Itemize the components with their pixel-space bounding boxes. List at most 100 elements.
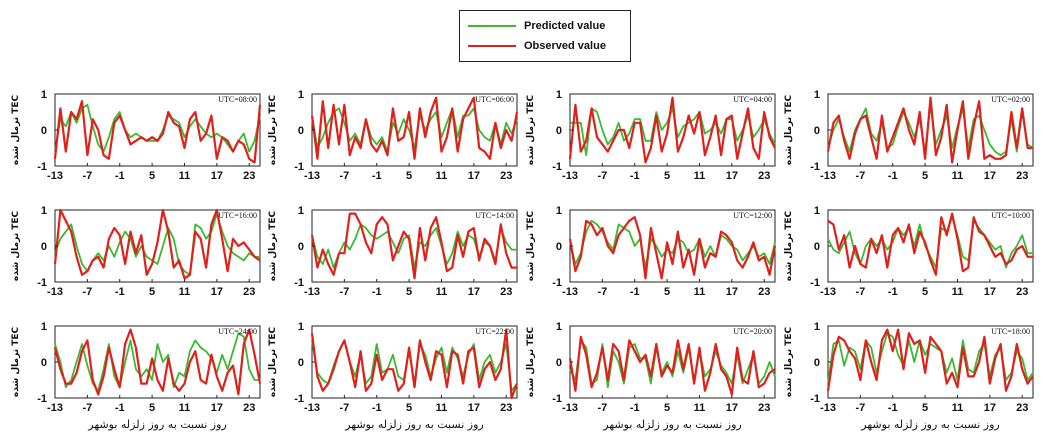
y-tick-label: 1 [556, 89, 562, 101]
series-line-observed [568, 216, 777, 280]
x-tick-label: 23 [243, 170, 255, 182]
x-tick-label: 11 [952, 286, 964, 298]
series-line-observed [826, 96, 1033, 164]
subplot: -13 -7 -1 5 11 17 23 -1 0 1 UTC=10:00 نرمال شده TEC [784, 205, 1034, 298]
y-tick-label: 0 [556, 125, 562, 137]
x-tick-label: 23 [1016, 286, 1028, 298]
x-tick-label: -1 [630, 402, 640, 414]
x-tick-label: -13 [304, 402, 320, 414]
x-tick-label: 5 [149, 170, 155, 182]
legend: Predicted value Observed value [459, 10, 631, 62]
x-tick-label: -1 [888, 170, 898, 182]
x-tick-label: 5 [922, 402, 928, 414]
x-axis-label: روز نسبت به روز زلزله بوشهر [602, 418, 741, 431]
subplot-title: UTC=14:00 [475, 211, 514, 220]
x-tick-label: 17 [984, 402, 996, 414]
x-tick-label: 23 [500, 170, 512, 182]
y-tick-label: 1 [556, 321, 562, 333]
x-tick-label: 17 [211, 170, 223, 182]
x-tick-label: -13 [562, 286, 578, 298]
y-tick-label: 1 [298, 205, 304, 217]
x-tick-label: 11 [179, 170, 191, 182]
y-tick-label: 1 [41, 205, 47, 217]
subplot-title: UTC=10:00 [991, 211, 1030, 220]
x-tick-label: 11 [952, 402, 964, 414]
legend-label-observed: Observed value [524, 40, 606, 52]
x-tick-label: -7 [82, 170, 92, 182]
y-axis-label: نرمال شده TEC [268, 94, 278, 165]
x-tick-label: -7 [339, 170, 349, 182]
series-line-observed [568, 96, 776, 164]
y-tick-label: 0 [298, 357, 304, 369]
legend-swatch-observed [468, 45, 516, 47]
y-axis-label: نرمال شده TEC [526, 210, 536, 281]
series-line-observed [826, 328, 1034, 392]
y-tick-label: 0 [556, 357, 562, 369]
subplot: -13 -7 -1 5 11 17 23 -1 0 1 UTC=22:00 نرمال شده TEC… [268, 321, 519, 431]
x-tick-label: -1 [888, 402, 898, 414]
y-tick-label: 0 [41, 241, 47, 253]
subplot-title: UTC=04:00 [733, 95, 772, 104]
y-tick-label: -1 [294, 161, 304, 173]
x-tick-label: -7 [855, 402, 865, 414]
x-tick-label: 5 [406, 402, 412, 414]
y-tick-label: 0 [814, 357, 820, 369]
x-tick-label: -1 [630, 286, 640, 298]
x-tick-label: 5 [406, 286, 412, 298]
y-tick-label: 0 [298, 241, 304, 253]
subplot: -13 -7 -1 5 11 17 23 -1 0 1 UTC=06:00 نرمال شده TEC [268, 89, 519, 182]
y-tick-label: 0 [814, 241, 820, 253]
y-tick-label: 0 [814, 125, 820, 137]
plot-frame [54, 93, 261, 167]
x-tick-label: 23 [758, 286, 770, 298]
y-tick-label: 0 [556, 241, 562, 253]
y-axis-label: نرمال شده TEC [268, 326, 278, 397]
x-tick-label: -1 [115, 170, 125, 182]
subplot-title: UTC=12:00 [733, 211, 772, 220]
y-axis-label: نرمال شده TEC [526, 94, 536, 165]
series-line-observed [53, 100, 262, 164]
x-tick-label: -1 [630, 170, 640, 182]
subplot-title: UTC=16:00 [218, 211, 257, 220]
x-tick-label: -7 [82, 286, 92, 298]
x-tick-label: -13 [820, 402, 836, 414]
y-tick-label: 1 [298, 321, 304, 333]
y-tick-label: -1 [37, 161, 47, 173]
y-axis-label: نرمال شده TEC [784, 210, 794, 281]
subplot-title: UTC=24:00 [218, 327, 257, 336]
x-tick-label: 17 [211, 402, 223, 414]
series-line-observed [568, 335, 776, 396]
subplot: -13 -7 -1 5 11 17 23 -1 0 1 UTC=16:00 نرمال شده TEC [11, 205, 261, 298]
y-tick-label: -1 [552, 161, 562, 173]
y-axis-label: نرمال شده TEC [268, 210, 278, 281]
x-tick-label: 23 [758, 402, 770, 414]
subplot-title: UTC=18:00 [991, 327, 1030, 336]
y-axis-label: نرمال شده TEC [11, 210, 21, 281]
subplot-title: UTC=08:00 [218, 95, 257, 104]
x-tick-label: 5 [406, 170, 412, 182]
y-axis-label: نرمال شده TEC [784, 326, 794, 397]
y-axis-label: نرمال شده TEC [11, 326, 21, 397]
x-tick-label: 17 [984, 286, 996, 298]
x-tick-label: -13 [47, 286, 63, 298]
x-tick-label: 11 [694, 402, 706, 414]
series-line-observed [310, 96, 519, 160]
y-axis-label: نرمال شده TEC [11, 94, 21, 165]
x-tick-label: 23 [243, 286, 255, 298]
x-tick-label: 17 [984, 170, 996, 182]
x-tick-label: -13 [562, 170, 578, 182]
x-axis-label: روز نسبت به روز زلزله بوشهر [87, 418, 226, 431]
subplot-title: UTC=20:00 [733, 327, 772, 336]
x-tick-label: 11 [436, 286, 448, 298]
x-tick-label: 11 [694, 170, 706, 182]
x-tick-label: -7 [597, 286, 607, 298]
x-tick-label: -13 [47, 402, 63, 414]
x-tick-label: -13 [820, 170, 836, 182]
x-tick-label: -13 [304, 286, 320, 298]
y-tick-label: -1 [37, 393, 47, 405]
y-tick-label: 1 [41, 89, 47, 101]
subplot-title: UTC=06:00 [475, 95, 514, 104]
x-tick-label: 11 [952, 170, 964, 182]
y-tick-label: 1 [41, 321, 47, 333]
